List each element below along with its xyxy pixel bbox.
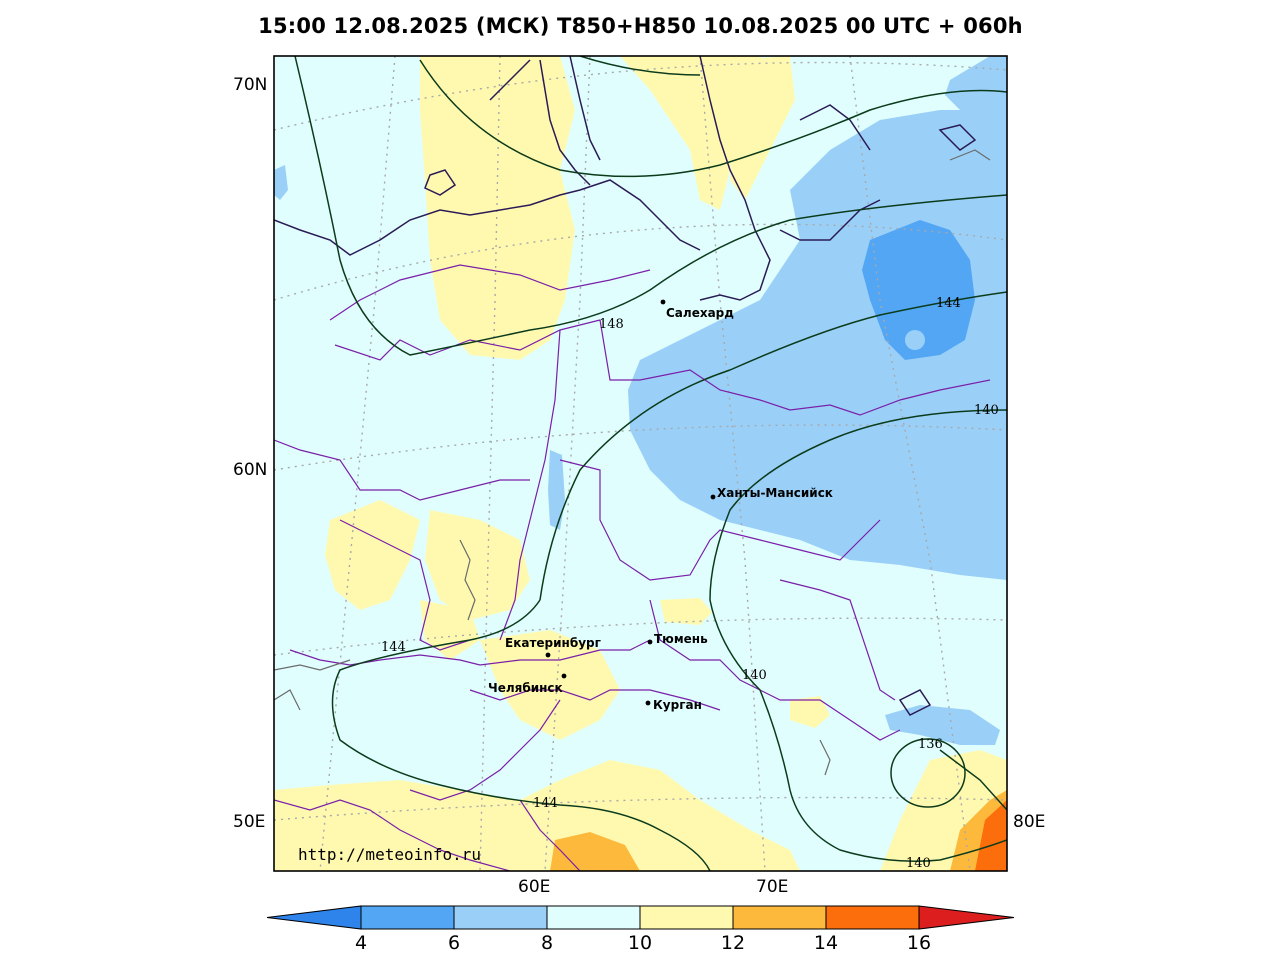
city-label-chelyabinsk: Челябинск — [488, 681, 563, 695]
contour-label: 140 — [906, 856, 931, 871]
contour-label: 140 — [742, 668, 767, 683]
cities: Салехард Ханты-Мансийск Екатеринбург Тюм… — [488, 299, 833, 712]
cool-field-6-8 — [862, 220, 975, 360]
cool-field-hole — [905, 330, 925, 350]
colorbar-tick-label: 8 — [541, 932, 553, 954]
colorbar-tick-label: 12 — [721, 932, 745, 954]
city-marker — [710, 494, 716, 500]
warm-field-16-18 — [975, 800, 1007, 871]
lakes-rivers — [274, 149, 991, 776]
contour-label: 136 — [918, 737, 943, 752]
geopotential-contours — [294, 56, 1007, 871]
contour-label: 144 — [533, 796, 558, 811]
city-marker — [561, 673, 567, 679]
colorbar-segment — [639, 905, 734, 930]
colorbar-segment — [360, 905, 455, 930]
contour-label: 140 — [974, 403, 999, 418]
map-frame — [273, 55, 1008, 872]
city-label-kurgan: Курган — [653, 698, 702, 712]
colorbar-max-arrow — [918, 905, 1015, 930]
city-marker — [660, 299, 666, 305]
credit-text: http://meteoinfo.ru — [298, 845, 481, 864]
colorbar-segment — [732, 905, 827, 930]
colorbar-tick-label: 6 — [448, 932, 460, 954]
colorbar-segment — [546, 905, 641, 930]
map-title: 15:00 12.08.2025 (МСК) T850+H850 10.08.2… — [258, 14, 1023, 38]
city-label-yekaterinburg: Екатеринбург — [505, 636, 601, 650]
city-marker — [645, 700, 651, 706]
contour-labels: 148 144 140 144 140 144 140 136 — [381, 296, 999, 871]
city-marker — [647, 639, 653, 645]
lat-label-70n: 70N — [233, 75, 267, 95]
colorbar-segment — [453, 905, 548, 930]
colorbar-tick-label: 16 — [907, 932, 931, 954]
colorbar-segment — [825, 905, 920, 930]
contour-label: 144 — [381, 640, 406, 655]
lon-label-50e: 50E — [233, 812, 265, 832]
colorbar-min-arrow — [266, 905, 362, 930]
map-plot-area: 148 144 140 144 140 144 140 136 Салехард… — [274, 56, 1007, 871]
contour-label: 144 — [936, 296, 961, 311]
colorbar-tick-label: 4 — [355, 932, 367, 954]
axis-labels: 70N 60N 50E 60E 70E 80E — [233, 75, 1045, 897]
colorbar: 4 6 8 10 12 14 16 — [266, 905, 1015, 954]
lon-label-60e: 60E — [518, 877, 550, 897]
city-label-tyumen: Тюмень — [654, 632, 708, 646]
lat-label-60n: 60N — [233, 460, 267, 480]
coastline — [274, 56, 977, 716]
colorbar-tick-label: 14 — [814, 932, 838, 954]
lon-label-80e: 80E — [1013, 812, 1045, 832]
contour-label: 148 — [599, 317, 624, 332]
lon-label-70e: 70E — [756, 877, 788, 897]
colorbar-tick-label: 10 — [628, 932, 652, 954]
city-label-khanty-mansiysk: Ханты-Мансийск — [717, 486, 833, 500]
city-label-salekhard: Салехард — [666, 306, 734, 320]
city-marker — [545, 652, 551, 658]
